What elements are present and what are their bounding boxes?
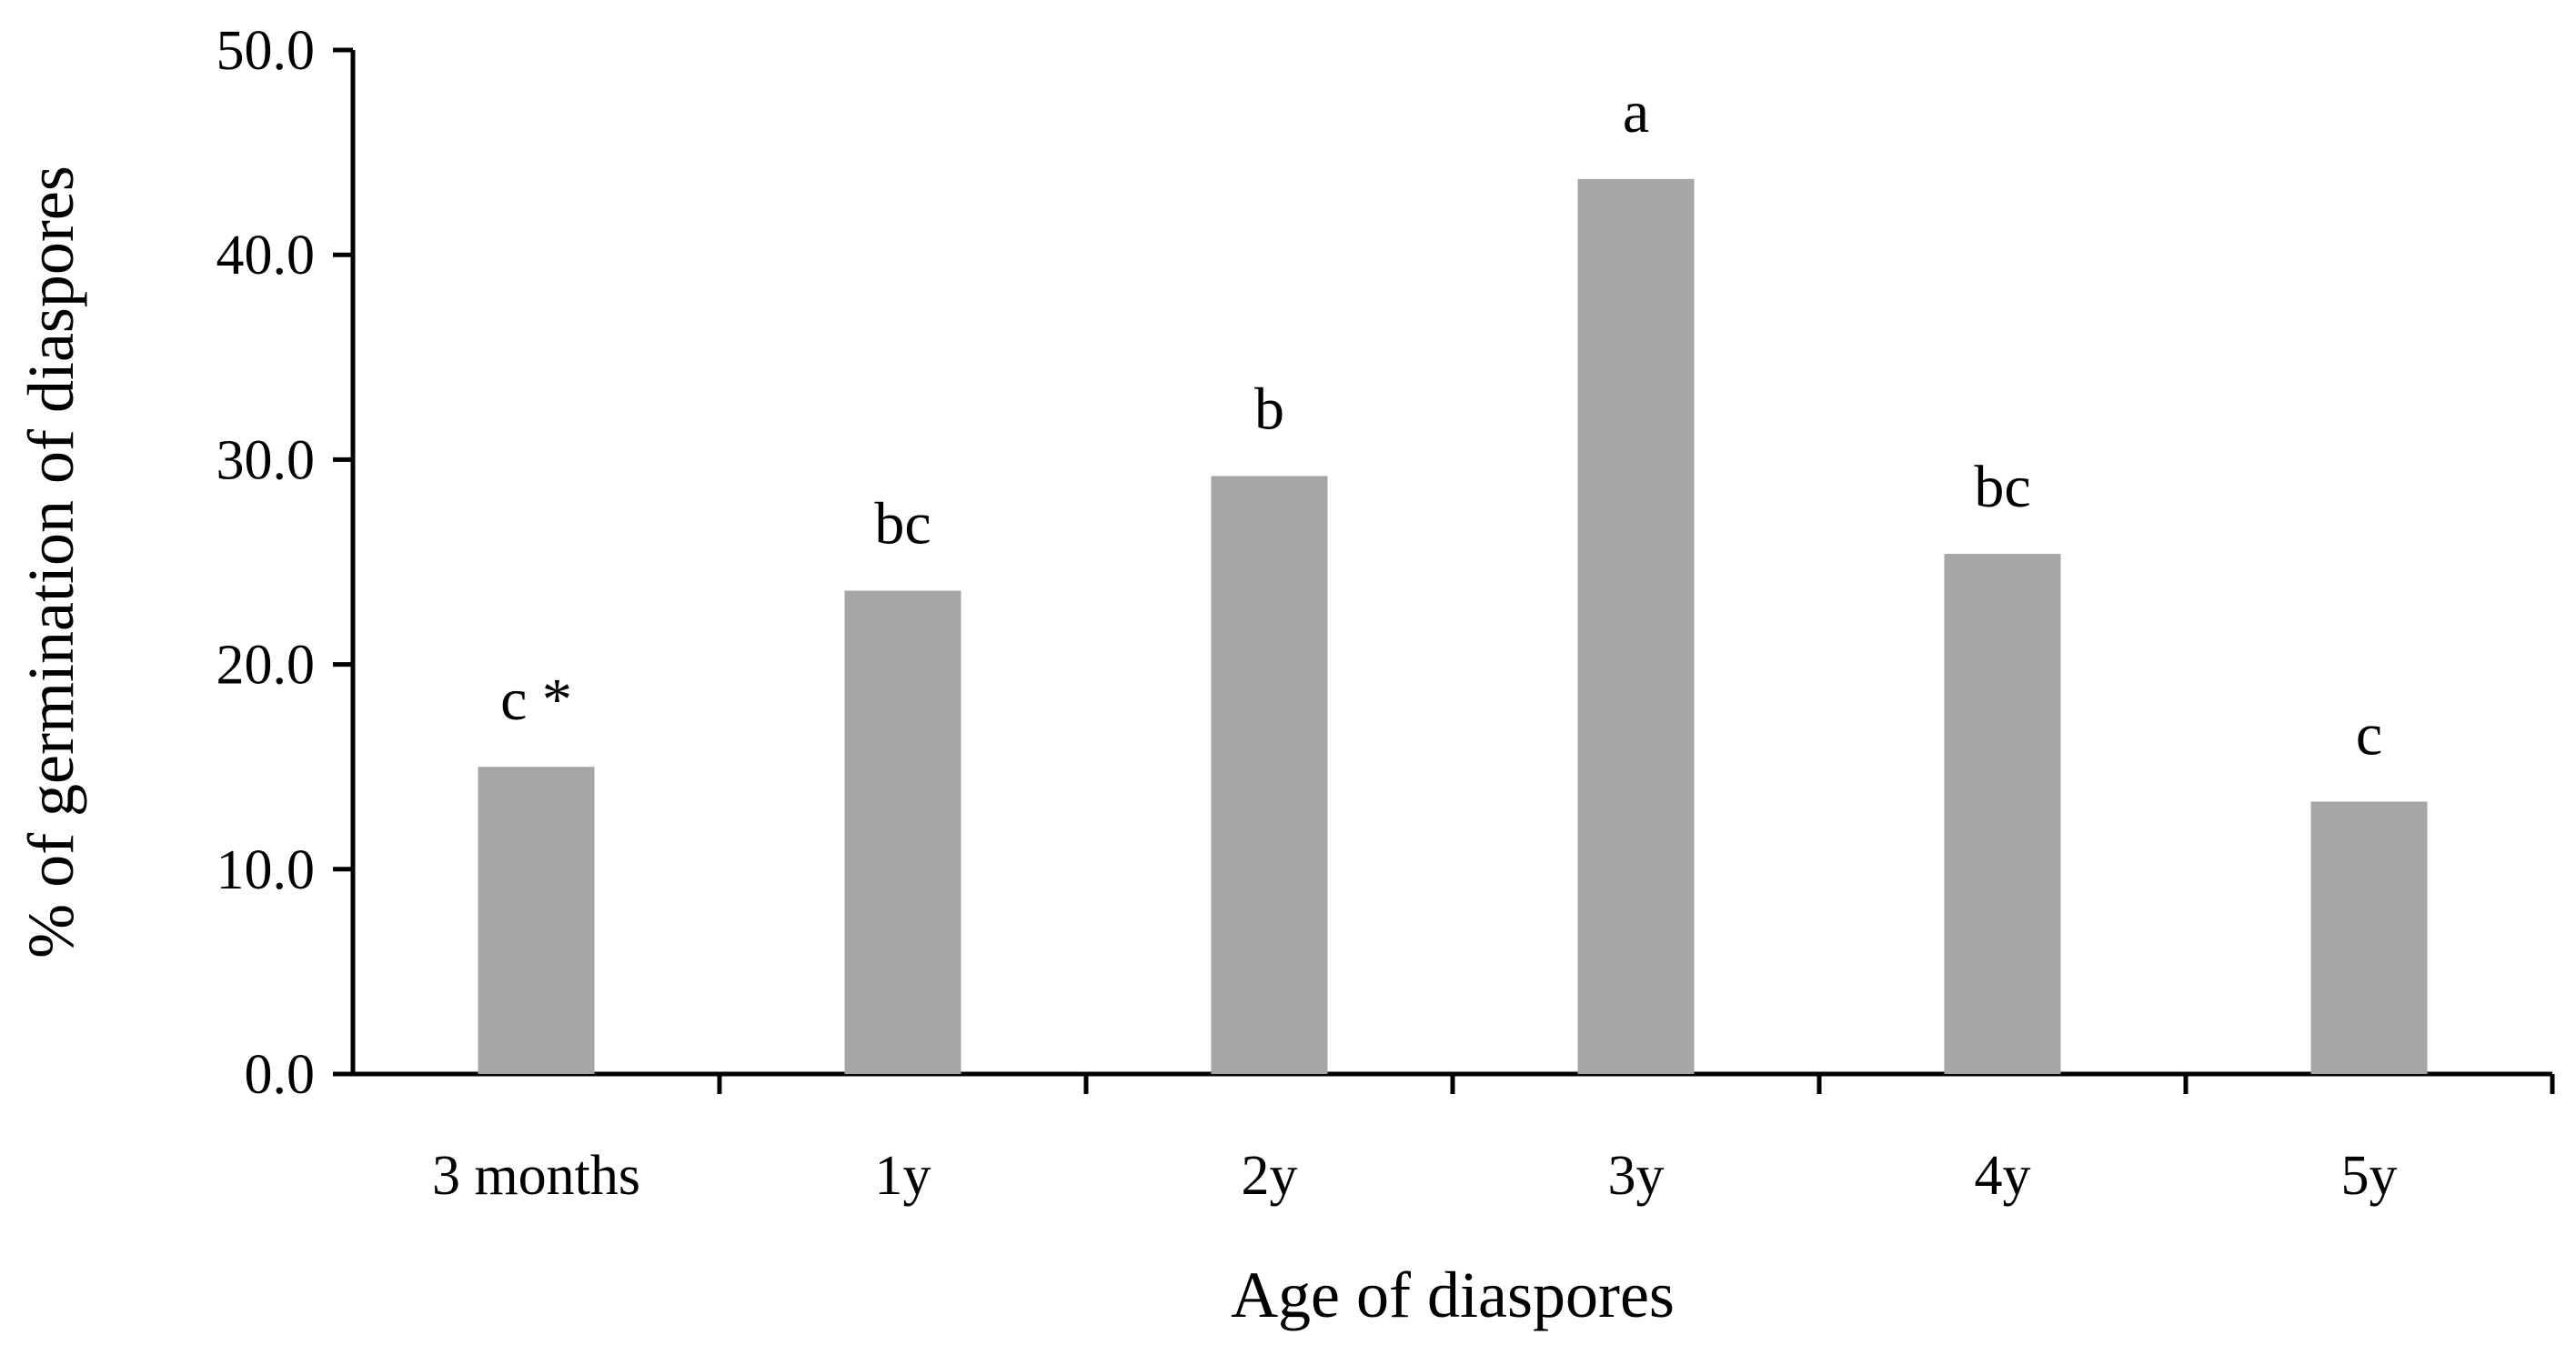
data-labels: c * bc b a bc c bbox=[500, 79, 2382, 768]
bars bbox=[478, 178, 2428, 1075]
y-tick-label: 20.0 bbox=[216, 635, 316, 697]
bar-data-label: bc bbox=[1974, 454, 2030, 520]
bar-data-label: bc bbox=[874, 491, 931, 557]
bar-data-label: c bbox=[2356, 701, 2382, 768]
bar-data-label: b bbox=[1254, 376, 1284, 442]
x-tick-label: 4y bbox=[1975, 1145, 2031, 1207]
y-tick-label: 0.0 bbox=[245, 1044, 316, 1106]
y-axis-title: % of germination of diaspores bbox=[15, 166, 87, 959]
x-tick-label: 3 months bbox=[432, 1145, 640, 1207]
y-tick-label: 50.0 bbox=[216, 20, 316, 82]
y-axis: 0.0 10.0 20.0 30.0 40.0 50.0 bbox=[216, 20, 356, 1106]
bar bbox=[478, 767, 595, 1074]
y-tick-label: 40.0 bbox=[216, 225, 316, 286]
bar bbox=[844, 590, 961, 1074]
x-axis-title: Age of diaspores bbox=[1231, 1259, 1675, 1331]
bar-data-label: c * bbox=[500, 667, 572, 733]
x-axis: 3 months 1y 2y 3y 4y 5y bbox=[353, 1071, 2555, 1207]
bar bbox=[2310, 801, 2428, 1074]
x-tick-label: 3y bbox=[1608, 1145, 1665, 1207]
x-tick-label: 5y bbox=[2341, 1145, 2398, 1207]
bar-data-label: a bbox=[1623, 79, 1649, 146]
y-tick-label: 10.0 bbox=[216, 839, 316, 901]
bar bbox=[1944, 553, 2061, 1074]
x-tick-label: 1y bbox=[875, 1145, 931, 1207]
y-tick-label: 30.0 bbox=[216, 429, 316, 491]
x-tick-label: 2y bbox=[1242, 1145, 1298, 1207]
bar bbox=[1211, 476, 1328, 1074]
bar bbox=[1577, 178, 1695, 1075]
